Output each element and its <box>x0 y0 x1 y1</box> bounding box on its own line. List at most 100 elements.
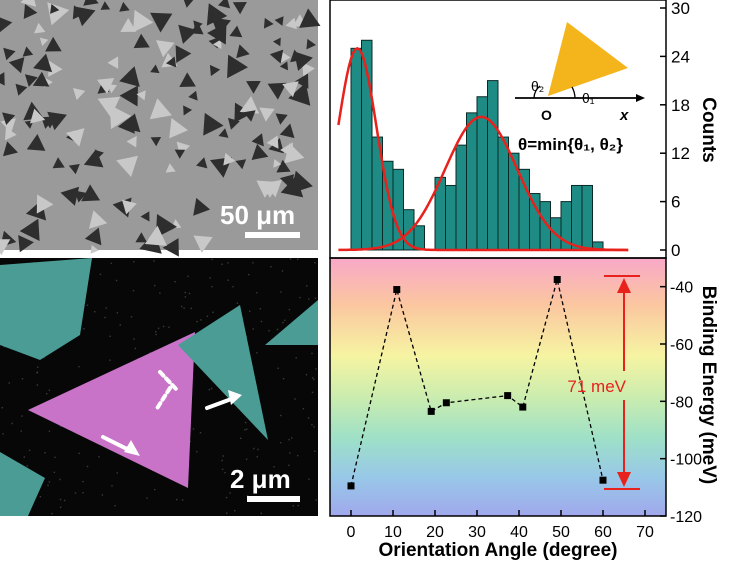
sem-triangle <box>183 0 194 8</box>
sem-triangle <box>175 45 192 63</box>
sem-triangle <box>203 112 224 136</box>
speckle-dot <box>221 263 223 265</box>
speckle-dot <box>236 302 239 304</box>
speckle-dot <box>184 291 186 294</box>
sem-triangle <box>133 33 150 49</box>
speckle-dot <box>252 328 254 330</box>
speckle-dot <box>104 316 106 319</box>
x-tick-label: 0 <box>347 524 356 541</box>
sem-triangle <box>156 40 175 58</box>
speckle-dot <box>288 308 291 311</box>
speckle-dot <box>39 496 42 498</box>
orientation-triangle <box>548 22 628 96</box>
speckle-dot <box>211 258 213 261</box>
sem-triangle <box>228 117 240 130</box>
speckle-dot <box>196 320 198 323</box>
sem-triangle <box>3 141 18 157</box>
speckle-dot <box>252 262 254 264</box>
sem-triangle <box>18 235 34 253</box>
speckle-dot <box>280 414 282 417</box>
data-point <box>442 399 450 407</box>
speckle-dot <box>211 286 213 288</box>
sem-triangle <box>0 118 16 133</box>
speckle-dot <box>48 389 51 391</box>
speckle-dot <box>288 464 290 466</box>
sem-triangle <box>196 157 208 169</box>
y-tick-label: -120 <box>670 509 702 526</box>
speckle-dot <box>78 452 80 455</box>
speckle-dot <box>168 326 170 329</box>
speckle-dot <box>221 468 224 471</box>
speckle-dot <box>221 459 223 462</box>
sem-triangle <box>75 6 96 27</box>
speckle-dot <box>196 451 198 453</box>
speckle-dot <box>282 378 285 380</box>
speckle-dot <box>294 398 296 400</box>
speckle-dot <box>94 311 96 313</box>
sem-triangle <box>100 1 111 10</box>
sem-triangle <box>273 159 282 168</box>
sem-triangle <box>269 49 284 64</box>
sem-triangle <box>235 159 247 170</box>
speckle-dot <box>284 319 286 321</box>
orientation-angle-axis-label: Orientation Angle (degree) <box>379 540 618 561</box>
speckle-dot <box>116 312 119 314</box>
speckle-dot <box>206 315 209 317</box>
speckle-dot <box>314 297 317 299</box>
speckle-dot <box>273 466 275 468</box>
teal-flake-top-left <box>0 258 92 360</box>
sem-triangle <box>174 149 186 159</box>
speckle-dot <box>26 465 28 467</box>
speckle-dot <box>53 471 56 474</box>
sem-triangle <box>2 112 16 125</box>
sem-triangle <box>179 72 196 87</box>
sem-triangle <box>47 111 67 131</box>
sem-triangle <box>279 174 295 189</box>
speckle-dot <box>240 437 242 439</box>
range-arrow-up <box>617 278 631 293</box>
sem-triangle <box>23 4 38 19</box>
speckle-dot <box>60 425 62 427</box>
teal-flake-bottom-left <box>0 452 45 516</box>
arrow-teal <box>205 396 236 410</box>
gaussian-fit-curve <box>337 46 629 252</box>
y-tick-label: -80 <box>670 394 693 411</box>
speckle-dot <box>162 325 165 328</box>
speckle-dot <box>78 365 80 368</box>
sem-triangle <box>48 60 63 77</box>
speckle-dot <box>59 498 62 501</box>
histogram-bar <box>455 144 467 251</box>
speckle-dot <box>36 384 39 386</box>
sem-triangle <box>34 22 46 34</box>
histogram-bar <box>350 47 362 251</box>
speckle-dot <box>174 281 176 283</box>
sem-triangle <box>19 218 40 241</box>
sem-triangle <box>193 235 213 253</box>
speckle-dot <box>111 485 113 487</box>
sem-triangle <box>90 244 99 254</box>
speckle-dot <box>176 498 178 501</box>
sem-triangle <box>218 128 229 138</box>
speckle-dot <box>36 371 39 373</box>
sem-triangle <box>107 56 119 69</box>
speckle-dot <box>154 284 156 287</box>
sem-triangle <box>33 53 53 73</box>
sem-triangle <box>299 8 321 28</box>
speckle-dot <box>224 471 226 474</box>
speckle-dot <box>181 499 184 501</box>
speckle-dot <box>130 316 133 318</box>
sem-triangle <box>144 225 167 246</box>
speckle-dot <box>227 279 229 281</box>
sem-triangle <box>223 152 236 166</box>
speckle-dot <box>115 279 118 282</box>
sem-triangle <box>24 74 38 87</box>
speckle-dot <box>134 347 136 350</box>
sem-triangle <box>166 56 177 68</box>
dashed-arrow-2 <box>154 386 172 412</box>
sem-triangle <box>0 72 5 86</box>
sem-triangle <box>206 3 228 26</box>
sem-triangle <box>275 113 288 125</box>
speckle-dot <box>157 327 160 329</box>
sem-triangle <box>150 12 173 33</box>
speckle-dot <box>47 484 49 487</box>
